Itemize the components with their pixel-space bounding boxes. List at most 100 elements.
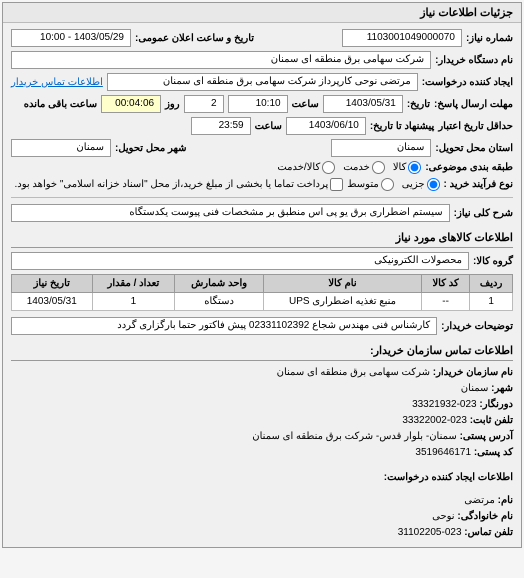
radio-minor[interactable]: جزیی [402,178,440,191]
contact-section-title: اطلاعات تماس سازمان خریدار: [11,341,513,361]
datetime-label: تاریخ و ساعت اعلان عمومی: [135,33,254,44]
postal-value: 3519646171 [415,447,471,458]
radio-medium-label: متوسط [347,179,378,190]
time-label1: ساعت [292,99,319,110]
details-panel: جزئیات اطلاعات نیاز شماره نیاز: 11030010… [2,2,522,548]
goods-table: ردیف کد کالا نام کالا واحد شمارش تعداد /… [11,274,513,311]
buyer-label: نام دستگاه خریدار: [435,55,513,66]
radio-kala[interactable]: کالا [393,161,422,174]
row-notes: توضیحات خریدار: کارشناس فنی مهندس شجاع 0… [11,317,513,335]
col-name: نام کالا [263,275,421,293]
address-value: سمنان- بلوار قدس- شرکت برق منطقه ای سمنا… [252,431,457,442]
name-value: مرتضی [464,495,495,506]
surname-label: نام خانوادگی: [457,511,513,522]
contact-city-row: شهر: سمنان [11,381,513,397]
deadline-date2: 1403/06/10 [286,117,366,135]
cell-qty: 1 [92,293,175,311]
notes-label: توضیحات خریدار: [441,321,513,332]
radio-medium[interactable]: متوسط [347,178,393,191]
fax-value: 023-33321932 [412,399,477,410]
province-label: استان محل تحویل: [435,143,513,154]
desc-value: سیستم اضطراری برق یو پی اس منطبق بر مشخص… [11,204,450,222]
creator-phone-row: تلفن تماس: 023-31102205 [11,525,513,541]
radio-service-label: خدمت [343,162,370,173]
response-label: مهلت ارسال پاسخ: [434,99,513,110]
cell-date: 1403/05/31 [12,293,93,311]
surname-value: نوحی [432,511,454,522]
creator-surname-row: نام خانوادگی: نوحی [11,509,513,525]
contact-fax-row: دورنگار: 023-33321932 [11,397,513,413]
deadline-time1: 10:10 [228,95,288,113]
remaining-label: ساعت باقی مانده [24,99,97,110]
col-unit: واحد شمارش [175,275,264,293]
row-classification: طبقه بندی موضوعی: کالا خدمت کالا/خدمت [11,161,513,174]
remaining-value: 00:04:06 [101,95,161,113]
days-label: روز [165,99,180,110]
validity-label: حداقل تاریخ اعتبار [438,121,513,132]
name-label: نام: [498,495,513,506]
deadline-date1: 1403/05/31 [323,95,403,113]
deadline-time2: 23:59 [191,117,251,135]
fax-label: دورنگار: [479,399,513,410]
payment-note: پرداخت تماما یا بخشی از مبلغ خرید،از محل… [14,179,328,190]
radio-service-input[interactable] [372,161,385,174]
contact-phone-label: تلفن تماس: [464,527,513,538]
row-creator: ایجاد کننده درخواست: مرتضی نوحی کارپرداز… [11,73,513,91]
contact-phone-value: 023-31102205 [398,527,462,538]
radio-kala-input[interactable] [408,161,421,174]
row-deadline2: حداقل تاریخ اعتبار پیشنهاد تا تاریخ: 140… [11,117,513,135]
panel-body: شماره نیاز: 1103001049000070 تاریخ و ساع… [3,23,521,547]
col-date: تاریخ نیاز [12,275,93,293]
radio-kala-label: کالا [393,162,407,173]
col-row: ردیف [470,275,513,293]
radio-both[interactable]: کالا/خدمت [277,161,335,174]
notes-value: کارشناس فنی مهندس شجاع 02331102392 پیش ف… [11,317,437,335]
contact-city-label: شهر: [491,383,513,394]
group-label: گروه کالا: [473,256,513,267]
subject-label: طبقه بندی موضوعی: [425,162,513,173]
until-label: تاریخ: [407,99,430,110]
creator-section-title: اطلاعات ایجاد کننده درخواست: [11,467,513,489]
type-label: نوع فرآیند خرید : [444,179,513,190]
radio-service[interactable]: خدمت [343,161,385,174]
subject-radio-group: کالا خدمت کالا/خدمت [277,161,421,174]
creator-label: ایجاد کننده درخواست: [422,77,513,88]
radio-minor-input[interactable] [427,178,440,191]
row-delivery: استان محل تحویل: سمنان شهر محل تحویل: سم… [11,139,513,157]
contact-org-row: نام سازمان خریدار: شرکت سهامی برق منطقه … [11,365,513,381]
contact-postal-row: کد پستی: 3519646171 [11,445,513,461]
row-description: شرح کلی نیاز: سیستم اضطراری برق یو پی اس… [11,204,513,222]
number-label: شماره نیاز: [466,33,513,44]
radio-minor-label: جزیی [402,179,425,190]
payment-checkbox[interactable]: پرداخت تماما یا بخشی از مبلغ خرید،از محل… [14,178,343,191]
city-value: سمنان [11,139,111,157]
phone-value: 023-33322002 [402,415,467,426]
table-header-row: ردیف کد کالا نام کالا واحد شمارش تعداد /… [12,275,513,293]
radio-both-input[interactable] [322,161,335,174]
cell-name: منبع تغذیه اضطراری UPS [263,293,421,311]
table-row: 1 -- منبع تغذیه اضطراری UPS دستگاه 1 140… [12,293,513,311]
contact-link[interactable]: اطلاعات تماس خریدار [11,77,103,88]
creator-name-row: نام: مرتضی [11,493,513,509]
contact-phone-row: تلفن ثابت: 023-33322002 [11,413,513,429]
payment-checkbox-input[interactable] [330,178,343,191]
validity-until-label: پیشنهاد تا تاریخ: [370,121,434,132]
desc-label: شرح کلی نیاز: [454,208,513,219]
org-value: شرکت سهامی برق منطقه ای سمنان [277,367,430,378]
contact-address-row: آدرس پستی: سمنان- بلوار قدس- شرکت برق من… [11,429,513,445]
cell-code: -- [422,293,470,311]
org-label: نام سازمان خریدار: [433,367,513,378]
city-label: شهر محل تحویل: [115,143,187,154]
number-value: 1103001049000070 [342,29,462,47]
goods-section-title: اطلاعات کالاهای مورد نیاز [11,228,513,248]
time-label2: ساعت [255,121,282,132]
address-label: آدرس پستی: [460,431,513,442]
type-radio-group: جزیی متوسط [347,178,439,191]
col-qty: تعداد / مقدار [92,275,175,293]
cell-unit: دستگاه [175,293,264,311]
row-number: شماره نیاز: 1103001049000070 تاریخ و ساع… [11,29,513,47]
cell-row: 1 [470,293,513,311]
col-code: کد کالا [422,275,470,293]
radio-medium-input[interactable] [381,178,394,191]
row-deadline1: مهلت ارسال پاسخ: تاریخ: 1403/05/31 ساعت … [11,95,513,113]
